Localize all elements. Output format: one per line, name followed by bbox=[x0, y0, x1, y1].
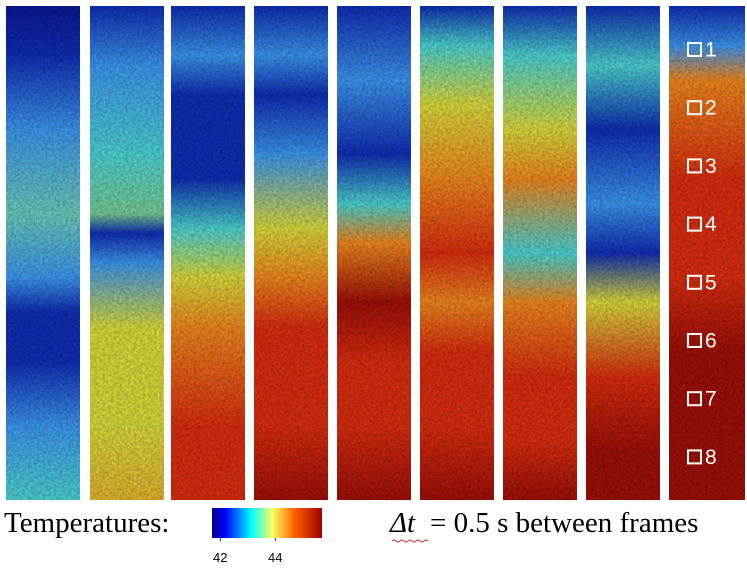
marker-square bbox=[687, 391, 702, 407]
marker-square bbox=[687, 274, 702, 290]
caption-text: = 0.5 s between frames bbox=[430, 507, 698, 539]
frame-texture bbox=[254, 6, 328, 500]
thermal-frames bbox=[6, 6, 745, 500]
marker-square bbox=[687, 216, 702, 232]
colorbar bbox=[212, 508, 322, 538]
marker-square bbox=[687, 100, 702, 116]
marker-square bbox=[687, 158, 702, 174]
colorbar-tick-label: 44 bbox=[268, 550, 282, 565]
colorbar-ticks: 42 44 bbox=[213, 538, 282, 565]
measurement-points: 1 2 3 4 5 6 7 8 bbox=[687, 39, 717, 469]
marker-label: 8 bbox=[705, 446, 717, 469]
frame-texture bbox=[503, 6, 577, 500]
marker-label: 6 bbox=[705, 330, 717, 353]
marker-square bbox=[687, 449, 702, 465]
marker-label: 3 bbox=[705, 155, 717, 178]
colorbar-tick-label: 42 bbox=[213, 550, 227, 565]
spell-underline bbox=[391, 539, 429, 543]
legend-label: Temperatures: bbox=[4, 507, 169, 539]
marker-label: 5 bbox=[705, 271, 717, 294]
frame-texture bbox=[586, 6, 660, 500]
marker-label: 4 bbox=[705, 213, 717, 236]
frame-texture bbox=[420, 6, 494, 500]
marker-square bbox=[687, 42, 702, 57]
marker-label: 2 bbox=[705, 97, 717, 120]
marker-square bbox=[687, 333, 702, 348]
frame-texture bbox=[337, 6, 411, 500]
marker-label: 1 bbox=[705, 39, 717, 62]
caption-symbol: Δt bbox=[389, 507, 416, 539]
marker-label: 7 bbox=[705, 388, 717, 411]
frame-texture bbox=[171, 6, 245, 500]
frame-texture bbox=[6, 6, 80, 500]
frame-texture bbox=[90, 6, 164, 500]
frame-texture bbox=[669, 6, 745, 500]
